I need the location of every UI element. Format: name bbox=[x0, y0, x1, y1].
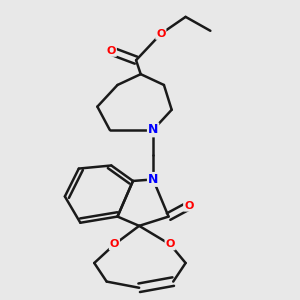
Text: O: O bbox=[165, 239, 175, 249]
Text: N: N bbox=[148, 123, 158, 136]
Text: O: O bbox=[156, 29, 166, 39]
Text: O: O bbox=[184, 201, 194, 211]
Text: O: O bbox=[110, 239, 119, 249]
Text: N: N bbox=[148, 173, 158, 186]
Text: O: O bbox=[106, 46, 116, 56]
